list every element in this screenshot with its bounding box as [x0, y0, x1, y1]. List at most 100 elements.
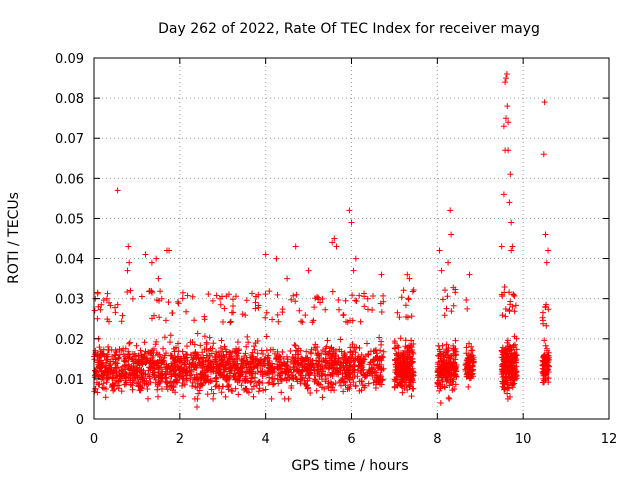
data-point [123, 357, 129, 364]
data-point [357, 358, 364, 365]
data-point [107, 302, 114, 309]
data-point [251, 346, 258, 353]
data-point [268, 395, 275, 402]
data-point [342, 297, 349, 304]
data-point [127, 287, 134, 294]
data-point [465, 383, 472, 390]
data-point [154, 360, 160, 367]
data-point [91, 307, 98, 314]
data-point [175, 340, 181, 347]
data-point [218, 389, 225, 396]
data-point [192, 360, 199, 367]
data-point [498, 243, 505, 250]
data-point [512, 357, 519, 364]
data-point [499, 312, 506, 319]
data-point [408, 344, 415, 351]
data-point [222, 393, 229, 400]
data-point [159, 359, 166, 366]
data-point [105, 343, 112, 350]
data-point [543, 322, 550, 329]
data-point [394, 351, 400, 358]
data-point [114, 301, 121, 308]
data-point [408, 313, 415, 320]
data-point [439, 342, 446, 349]
data-point [305, 267, 312, 274]
data-point [149, 315, 155, 322]
data-point [544, 345, 550, 352]
data-point [284, 275, 291, 282]
data-point [94, 290, 101, 297]
data-point [315, 380, 322, 387]
data-point [189, 293, 196, 300]
data-point [218, 337, 225, 344]
data-point [450, 360, 457, 366]
data-point [209, 345, 216, 352]
data-point [466, 340, 472, 347]
data-point [94, 315, 101, 322]
data-point [508, 247, 515, 254]
data-point [442, 375, 449, 381]
data-point [511, 308, 518, 315]
data-point [380, 292, 387, 299]
data-point [294, 360, 300, 366]
data-point [140, 353, 147, 360]
data-point [103, 376, 110, 383]
data-point [223, 362, 230, 369]
data-point [501, 379, 508, 386]
data-point [104, 356, 111, 363]
data-point [113, 372, 120, 379]
data-point [505, 147, 512, 154]
data-point [441, 372, 448, 378]
data-point [328, 364, 335, 371]
data-point [346, 362, 353, 369]
data-point [500, 356, 507, 363]
data-point [119, 312, 126, 319]
data-point [512, 302, 519, 309]
data-point [391, 378, 398, 385]
data-point [274, 311, 281, 318]
data-point [361, 374, 368, 381]
data-point [329, 239, 336, 246]
data-point [404, 271, 411, 278]
data-point [167, 378, 174, 385]
data-point [408, 393, 415, 400]
data-point [144, 386, 151, 392]
data-point [208, 360, 215, 367]
data-point [511, 293, 518, 299]
data-point [126, 339, 133, 346]
data-point [170, 384, 177, 391]
data-point [507, 379, 514, 386]
data-point [232, 370, 238, 377]
data-point [504, 390, 511, 397]
data-point [132, 358, 139, 364]
data-point [437, 366, 444, 373]
data-point [210, 390, 217, 397]
data-point [212, 370, 219, 377]
data-point [436, 247, 443, 254]
data-point [158, 295, 165, 302]
data-point [99, 375, 106, 382]
y-tick-label: 0.03 [55, 293, 84, 308]
data-point [235, 347, 242, 354]
data-point [501, 284, 508, 290]
data-point [444, 352, 451, 359]
data-point [205, 373, 212, 380]
data-point [407, 342, 414, 349]
data-point [445, 259, 452, 266]
data-point [470, 356, 477, 363]
data-point [142, 348, 149, 355]
data-point [186, 363, 193, 370]
data-point [446, 382, 453, 389]
data-point [138, 293, 145, 300]
data-point [502, 306, 509, 312]
data-point [539, 369, 546, 376]
data-point [507, 301, 514, 308]
data-point [179, 295, 186, 302]
data-point [438, 267, 445, 274]
data-point [195, 390, 202, 397]
data-point [407, 383, 414, 390]
data-point [443, 305, 450, 312]
data-point [309, 319, 316, 326]
data-point [230, 303, 236, 309]
